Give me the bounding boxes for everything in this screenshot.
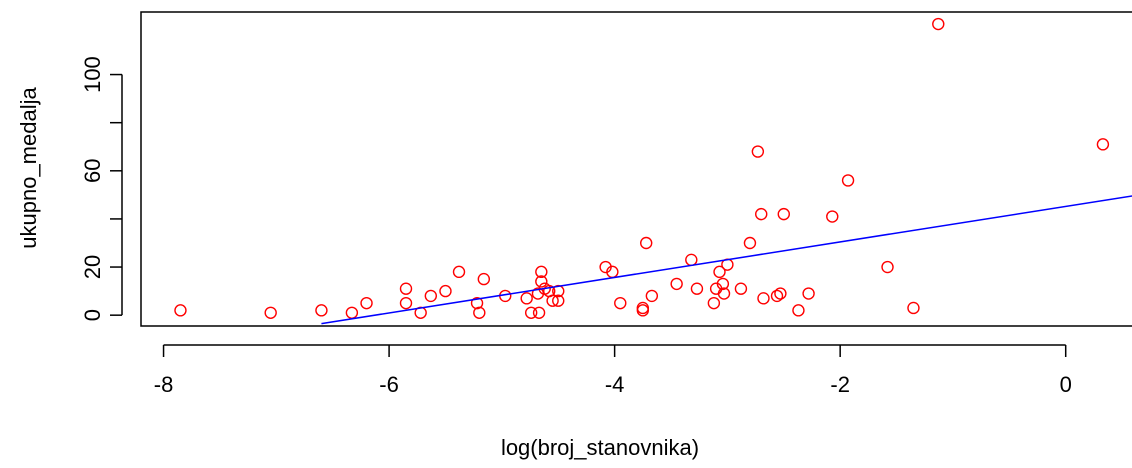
y-axis: 0 20 60 100: [80, 56, 123, 321]
regression-line-group: [321, 195, 1132, 325]
data-point: [614, 296, 627, 310]
data-point: [841, 174, 855, 187]
y-tick-label: 100: [80, 56, 105, 93]
data-point: [399, 282, 413, 295]
data-point: [315, 304, 328, 317]
data-point: [645, 289, 659, 303]
data-point: [932, 17, 945, 31]
y-tick-label: 0: [80, 309, 105, 321]
plot-frame: [140, 11, 1132, 327]
data-points: [174, 17, 1110, 319]
data-point: [636, 301, 650, 315]
data-point: [174, 304, 187, 317]
data-point: [777, 207, 790, 221]
data-point: [685, 253, 698, 267]
data-point: [264, 306, 277, 319]
data-point: [826, 210, 839, 223]
data-point: [535, 275, 548, 288]
data-point: [907, 301, 920, 315]
data-point: [345, 306, 359, 319]
data-point: [535, 265, 548, 279]
data-point: [452, 265, 466, 279]
y-axis-label: ukupno_medalja: [16, 87, 41, 249]
data-point: [546, 294, 559, 307]
data-point: [802, 287, 815, 300]
data-point: [743, 236, 757, 250]
data-point: [792, 304, 805, 317]
y-tick-label: 20: [80, 255, 105, 279]
data-point: [520, 292, 533, 305]
data-point: [717, 287, 731, 300]
data-point: [770, 289, 784, 303]
data-point: [755, 207, 768, 221]
data-point: [532, 306, 546, 319]
data-point: [524, 306, 538, 319]
x-tick-label: -8: [154, 372, 174, 397]
x-tick-label: -6: [379, 372, 399, 397]
data-point: [774, 287, 787, 300]
data-point: [713, 265, 726, 279]
regression-line: [321, 195, 1132, 325]
y-tick-label: 60: [80, 159, 105, 183]
data-point: [439, 284, 452, 298]
data-point: [690, 282, 704, 295]
data-point: [360, 296, 373, 310]
data-point: [751, 145, 765, 158]
data-point: [399, 296, 413, 310]
x-axis-label: log(broj_stanovnika): [501, 435, 699, 460]
data-point: [670, 277, 683, 291]
data-point: [707, 296, 721, 310]
data-point: [636, 304, 650, 317]
data-point: [473, 306, 486, 319]
data-point: [716, 277, 730, 291]
data-point: [757, 292, 770, 305]
x-axis: -8 -6 -4 -2 0: [154, 344, 1072, 397]
data-point: [424, 289, 438, 303]
x-tick-label: -2: [830, 372, 850, 397]
data-point: [640, 236, 653, 250]
data-point: [881, 260, 894, 274]
data-point: [477, 272, 491, 286]
data-point: [552, 294, 565, 307]
data-point: [734, 282, 748, 295]
data-point: [1096, 138, 1110, 151]
x-tick-label: -4: [605, 372, 625, 397]
x-tick-label: 0: [1060, 372, 1072, 397]
data-point: [470, 296, 484, 310]
